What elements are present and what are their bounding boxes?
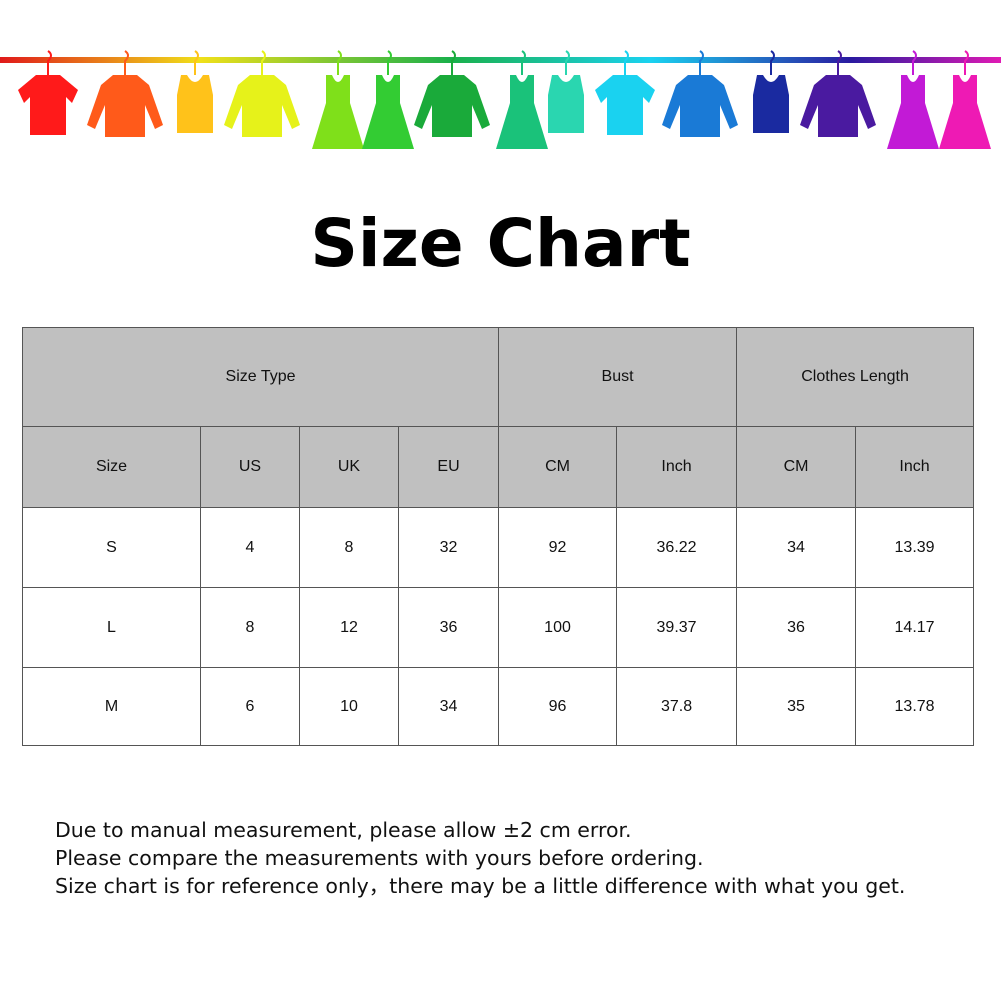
table-cell: 8 [200,587,300,668]
column-header: UK [299,426,399,508]
dress-icon [312,50,364,149]
column-header: CM [736,426,857,508]
table-cell: 36.22 [616,507,738,588]
table-cell: 14.17 [855,587,975,668]
table-cell: 12 [299,587,399,668]
dress-icon [887,50,939,149]
table-row: L 8 12 36 100 39.37 36 14.17 [22,587,975,668]
table-row: S 4 8 32 92 36.22 34 13.39 [22,507,975,588]
column-header-row: Size US UK EU CM Inch CM Inch [22,426,975,508]
notes: Due to manual measurement, please allow … [55,816,905,900]
note-line: Size chart is for reference only，there m… [55,874,906,898]
table-cell: 92 [498,507,618,588]
table-cell: 36 [736,587,857,668]
t-shirt-icon [595,50,655,135]
table-cell: 100 [498,587,618,668]
table-cell: 32 [397,507,500,588]
table-cell: 36 [397,587,500,668]
table-row: M 6 10 34 96 37.8 35 13.78 [22,667,975,746]
table-cell: 35 [736,667,857,746]
dress-icon [496,50,548,149]
note-line: Please compare the measurements with you… [55,846,704,870]
table-cell: 13.39 [855,507,975,588]
note-line: Due to manual measurement, please allow … [55,818,632,842]
table-cell: L [22,587,201,668]
dress-icon [362,50,414,149]
clothes-banner [0,50,1001,149]
column-header: Size [22,426,201,508]
group-header-clothes-length: Clothes Length [736,327,975,427]
column-header: US [200,426,300,508]
sweater-icon [800,50,876,137]
size-table: Size Type Bust Clothes Length Size US UK EU… [21,327,975,746]
page-title: Size Chart [310,205,691,282]
table-cell: 4 [200,507,300,588]
column-header: CM [498,426,618,508]
table-cell: M [22,667,201,746]
group-header-size-type: Size Type [21,327,500,427]
table-cell: 34 [736,507,857,588]
column-header: Inch [616,426,738,508]
tank-top-icon [548,50,584,133]
table-cell: 39.37 [616,587,738,668]
table-cell: 8 [299,507,399,588]
hanger-rod [0,57,1001,63]
sweater-icon [224,50,300,137]
group-header-row: Size Type Bust Clothes Length [21,327,975,427]
table-cell: S [22,507,201,588]
dress-icon [939,50,991,149]
tank-top-icon [177,50,213,133]
table-cell: 37.8 [616,667,738,746]
table-cell: 96 [498,667,618,746]
tank-top-icon [753,50,789,133]
column-header: Inch [855,426,975,508]
group-header-bust: Bust [498,327,738,427]
table-cell: 34 [397,667,500,746]
sweater-icon [414,50,490,137]
shirt-icon [662,50,738,137]
table-cell: 13.78 [855,667,975,746]
shirt-icon [87,50,163,137]
table-cell: 6 [200,667,300,746]
column-header: EU [397,426,500,508]
table-cell: 10 [299,667,399,746]
t-shirt-icon [18,50,78,135]
